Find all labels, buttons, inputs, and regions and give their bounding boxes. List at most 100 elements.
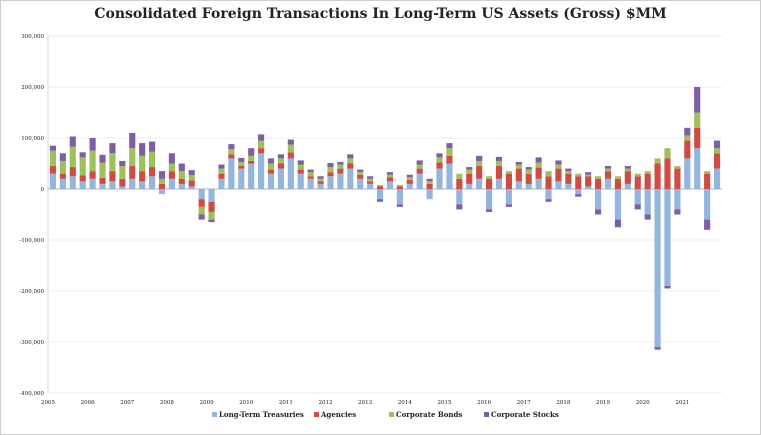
bar-segment-corporate-stocks	[327, 162, 334, 168]
bar-segment-agencies	[69, 167, 76, 177]
bar-segment-corporate-stocks	[357, 169, 364, 173]
bar-segment-agencies	[168, 171, 175, 179]
bar-segment-corporate-bonds	[218, 168, 225, 174]
bar-segment-corporate-bonds	[495, 160, 503, 167]
bar-segment-corporate-bonds	[258, 140, 265, 149]
bar-segment-agencies	[604, 171, 612, 179]
x-tick-label: 2020	[636, 400, 650, 406]
bar-segment-agencies	[644, 173, 651, 189]
legend-item-corporate-stocks: Corporate Stocks	[484, 410, 559, 419]
bar-segment-corporate-bonds	[248, 155, 255, 161]
bar-segment-corporate-stocks	[575, 194, 582, 197]
bar-segment-agencies	[694, 127, 701, 149]
bar-segment-agencies	[307, 176, 314, 179]
bar-segment-agencies	[476, 166, 483, 179]
bar-segment-corporate-stocks	[238, 157, 245, 162]
legend-item-agencies: Agencies	[314, 410, 356, 419]
bar-segment-long-term-treasuries	[426, 189, 433, 200]
bar-segment-corporate-stocks	[436, 153, 443, 158]
bar-segment-corporate-stocks	[396, 204, 403, 207]
bar-segment-agencies	[287, 152, 294, 159]
bar-segment-long-term-treasuries	[614, 189, 621, 220]
bar-segment-corporate-stocks	[129, 132, 136, 149]
x-tick-label: 2014	[398, 400, 412, 406]
bar-segment-corporate-stocks	[277, 154, 284, 159]
legend: Long-Term Treasuries Agencies Corporate Bo…	[212, 410, 559, 419]
bar-segment-corporate-bonds	[644, 171, 651, 174]
bar-segment-corporate-bonds	[486, 176, 493, 179]
bar-segment-long-term-treasuries	[654, 189, 661, 348]
bar-segment-corporate-bonds	[307, 172, 314, 177]
bar-segment-corporate-stocks	[595, 209, 602, 215]
bar-segment-corporate-bonds	[119, 166, 126, 179]
bar-segment-long-term-treasuries	[495, 178, 503, 189]
bar-segment-long-term-treasuries	[545, 189, 552, 200]
bar-segment-agencies	[446, 155, 453, 164]
bar-segment-corporate-stocks	[406, 174, 413, 178]
y-tick-label: -400,000	[19, 391, 44, 397]
bar-segment-long-term-treasuries	[446, 163, 453, 189]
bar-segment-long-term-treasuries	[436, 168, 443, 189]
bar-segment-corporate-bonds	[178, 171, 185, 179]
legend-label: Corporate Stocks	[491, 410, 559, 419]
bar-segment-agencies	[674, 168, 681, 189]
bar-segment-corporate-bonds	[406, 177, 413, 180]
bar-segment-agencies	[555, 168, 562, 182]
legend-swatch	[484, 412, 489, 417]
bar-segment-corporate-stocks	[535, 157, 542, 163]
bar-segment-corporate-bonds	[347, 158, 354, 164]
legend-swatch	[389, 412, 394, 417]
bar-segment-agencies	[109, 171, 116, 182]
bar-segment-agencies	[684, 140, 691, 159]
bar-segment-agencies	[515, 168, 522, 182]
bar-segment-corporate-bonds	[277, 158, 284, 164]
bar-segment-agencies	[495, 166, 503, 179]
bar-segment-corporate-bonds	[228, 149, 235, 155]
bar-segment-long-term-treasuries	[386, 181, 394, 189]
bar-segment-corporate-bonds	[674, 166, 681, 169]
bar-segment-agencies	[297, 169, 304, 174]
bar-segment-corporate-stocks	[208, 219, 215, 223]
bar-segment-agencies	[654, 163, 661, 189]
bar-segment-corporate-stocks	[287, 139, 294, 145]
x-tick-label: 2008	[160, 400, 174, 406]
bar-segment-corporate-bonds	[505, 171, 512, 174]
bar-segment-agencies	[634, 176, 641, 189]
bar-segment-corporate-bonds	[287, 144, 294, 153]
x-tick-label: 2010	[239, 400, 253, 406]
bar-segment-corporate-bonds	[59, 160, 66, 174]
x-tick-label: 2016	[477, 400, 491, 406]
bar-segment-long-term-treasuries	[466, 183, 473, 189]
bar-segment-corporate-bonds	[684, 135, 691, 141]
bar-segment-corporate-bonds	[466, 169, 473, 174]
bar-segment-long-term-treasuries	[208, 189, 215, 202]
bar-segment-agencies	[585, 176, 592, 187]
bar-segment-long-term-treasuries	[624, 183, 631, 189]
bar-segment-corporate-bonds	[624, 168, 631, 172]
bar-segment-long-term-treasuries	[505, 189, 512, 205]
bar-segment-agencies	[357, 174, 364, 179]
bar-segment-corporate-stocks	[347, 154, 354, 159]
bar-segment-corporate-stocks	[674, 209, 681, 215]
bar-segment-corporate-stocks	[69, 136, 76, 147]
bar-segment-corporate-bonds	[585, 174, 592, 177]
x-tick-label: 2006	[81, 400, 95, 406]
bar-segment-long-term-treasuries	[376, 189, 384, 200]
bar-segment-long-term-treasuries	[456, 189, 463, 205]
bar-segment-corporate-stocks	[486, 209, 493, 212]
bar-segment-long-term-treasuries	[713, 168, 721, 189]
y-tick-label: -200,000	[19, 289, 44, 295]
bar-segment-corporate-bonds	[79, 157, 86, 176]
bar-segment-long-term-treasuries	[287, 158, 294, 189]
bar-segment-agencies	[119, 178, 126, 187]
bar-segment-corporate-stocks	[258, 134, 265, 141]
bar-segment-agencies	[525, 173, 532, 184]
bar-segment-corporate-stocks	[49, 145, 57, 151]
bar-segment-long-term-treasuries	[604, 178, 612, 189]
bar-segment-long-term-treasuries	[367, 183, 374, 189]
bar-segment-agencies	[347, 163, 354, 169]
bar-segment-agencies	[129, 166, 136, 179]
bar-segment-agencies	[218, 173, 225, 179]
bar-segment-corporate-stocks	[624, 166, 631, 169]
bar-segment-corporate-bonds	[267, 163, 275, 170]
